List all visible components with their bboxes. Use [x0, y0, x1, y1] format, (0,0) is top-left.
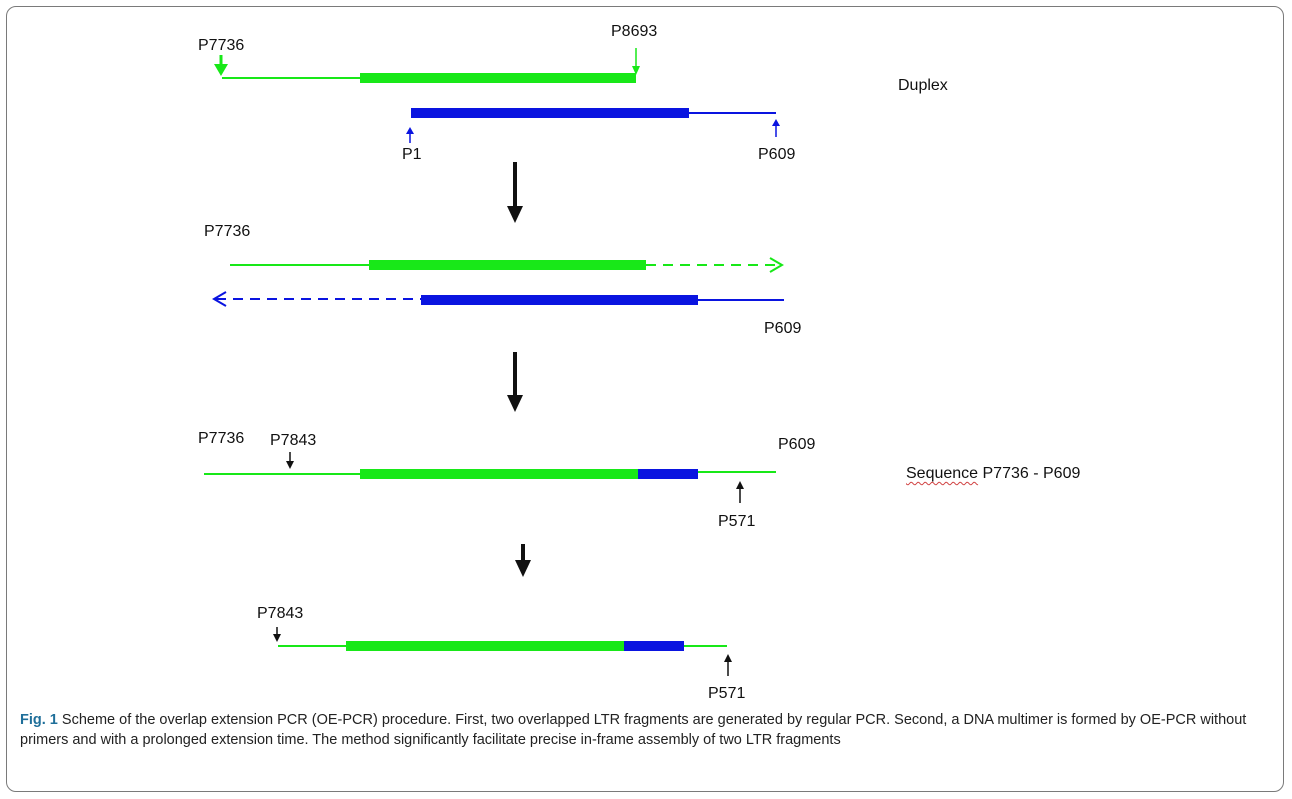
label-p571: P571	[708, 685, 746, 702]
primer-p7843-arrow	[286, 452, 294, 469]
label-p7736: P7736	[204, 223, 251, 240]
sequence-word: Sequence	[906, 465, 979, 482]
label-p571: P571	[718, 513, 756, 530]
primer-p609-arrow	[772, 119, 780, 137]
primer-p7843-arrow-final	[273, 627, 281, 642]
final-product-strand	[278, 641, 727, 651]
primer-p571-arrow-final	[724, 654, 732, 676]
label-p7736: P7736	[198, 430, 245, 447]
sequence-range: P7736 - P609	[978, 465, 1081, 482]
extension-blue-strand	[212, 291, 784, 307]
label-p7736: P7736	[198, 37, 245, 54]
primer-p8693-arrow	[632, 48, 640, 75]
step-arrow-3	[515, 544, 531, 577]
label-p8693: P8693	[611, 23, 658, 40]
extension-green-strand	[230, 257, 784, 273]
label-p609: P609	[764, 320, 802, 337]
primer-p1-arrow	[406, 127, 414, 143]
caption-text: Scheme of the overlap extension PCR (OE-…	[20, 712, 1247, 748]
duplex-green-strand	[222, 73, 636, 83]
figure-frame	[6, 6, 1284, 792]
duplex-blue-strand	[411, 108, 776, 118]
label-p7843: P7843	[257, 605, 304, 622]
label-duplex: Duplex	[898, 77, 948, 94]
label-p7843: P7843	[270, 432, 317, 449]
figure-caption: Fig. 1 Scheme of the overlap extension P…	[20, 710, 1275, 750]
primer-p7736-arrow	[214, 55, 228, 76]
label-p609: P609	[778, 436, 816, 453]
label-p609: P609	[758, 146, 796, 163]
fused-sequence-strand	[204, 469, 776, 479]
primer-p571-arrow	[736, 481, 744, 503]
label-p1: P1	[402, 146, 422, 163]
step-arrow-1	[507, 162, 523, 223]
caption-label: Fig. 1	[20, 712, 58, 728]
label-sequence-note: Sequence P7736 - P609	[906, 465, 1080, 483]
step-arrow-2	[507, 352, 523, 412]
